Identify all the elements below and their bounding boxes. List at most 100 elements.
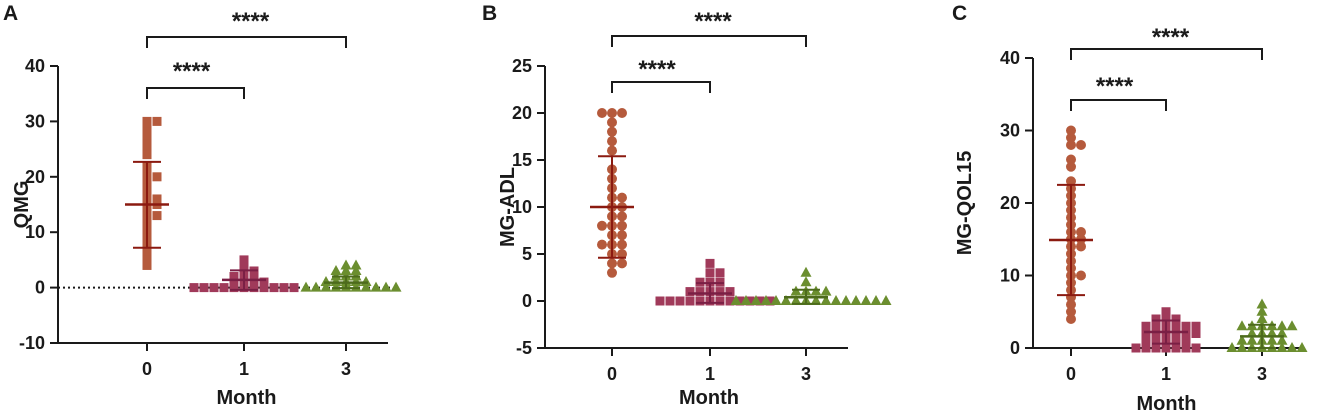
panel-a: A -10 0 10 20 30 40 0 1 3 Month QMG **** **** bbox=[3, 2, 402, 409]
series-group-month-1 bbox=[189, 255, 299, 293]
data-point bbox=[142, 116, 152, 126]
data-point bbox=[1151, 329, 1161, 338]
data-point bbox=[1076, 270, 1086, 281]
data-point bbox=[617, 192, 627, 203]
x-axis-title: Month bbox=[1137, 393, 1197, 415]
data-point bbox=[715, 287, 725, 297]
data-point bbox=[1236, 320, 1248, 331]
data-point bbox=[607, 117, 617, 128]
series-group-month-1 bbox=[655, 258, 775, 306]
data-point bbox=[1171, 314, 1181, 324]
data-point bbox=[340, 259, 352, 270]
y-tick-label: 0 bbox=[522, 291, 532, 311]
data-point bbox=[1181, 321, 1191, 331]
data-point bbox=[607, 145, 617, 156]
data-point bbox=[715, 268, 725, 278]
data-point bbox=[199, 283, 209, 293]
y-tick-label: 20 bbox=[1000, 193, 1020, 213]
y-tick-label: 30 bbox=[1000, 121, 1020, 141]
significance-bracket bbox=[611, 81, 711, 93]
series-group-month-1 bbox=[1131, 307, 1201, 353]
data-point bbox=[390, 281, 402, 292]
data-point bbox=[152, 194, 162, 204]
data-point bbox=[735, 296, 745, 306]
series-group-month-0 bbox=[1049, 125, 1093, 324]
data-point bbox=[1066, 161, 1076, 172]
data-point bbox=[617, 211, 627, 222]
data-point bbox=[1256, 298, 1268, 309]
data-point bbox=[597, 108, 607, 118]
data-point bbox=[269, 283, 279, 293]
data-point bbox=[800, 266, 812, 277]
data-point bbox=[259, 277, 269, 287]
panel-c: C 0 10 20 30 40 0 1 3 Month MG-QOL15 **** **** bbox=[952, 2, 1308, 415]
series-group-month-3 bbox=[1226, 298, 1308, 352]
data-point bbox=[1256, 305, 1268, 316]
data-point bbox=[685, 296, 695, 306]
data-point bbox=[607, 267, 617, 278]
data-point bbox=[142, 255, 152, 265]
data-point bbox=[142, 133, 152, 143]
data-point bbox=[1181, 336, 1191, 346]
data-point bbox=[750, 295, 762, 305]
significance-label: **** bbox=[1152, 24, 1190, 51]
data-point bbox=[142, 260, 152, 270]
data-point bbox=[1131, 343, 1141, 353]
data-point bbox=[1266, 334, 1278, 345]
data-point bbox=[695, 296, 705, 306]
y-tick-label: -5 bbox=[516, 338, 532, 358]
data-point bbox=[1181, 343, 1191, 353]
data-point bbox=[770, 295, 782, 305]
data-point bbox=[259, 283, 269, 293]
y-tick-label: 40 bbox=[1000, 48, 1020, 68]
data-point bbox=[239, 255, 249, 265]
x-axis-title: Month bbox=[679, 387, 739, 409]
y-tick-label: 20 bbox=[25, 167, 45, 187]
data-point bbox=[1151, 343, 1161, 353]
y-tick-label: 5 bbox=[522, 244, 532, 264]
significance-bracket bbox=[611, 35, 807, 47]
data-point bbox=[760, 295, 772, 305]
data-point bbox=[820, 285, 832, 296]
data-point bbox=[617, 220, 627, 231]
data-point bbox=[1141, 321, 1151, 331]
data-point bbox=[1076, 241, 1086, 252]
data-point bbox=[617, 108, 627, 118]
data-point bbox=[300, 281, 312, 292]
data-point bbox=[152, 172, 162, 182]
data-point bbox=[380, 281, 392, 292]
data-point bbox=[1161, 343, 1171, 353]
y-axis-title: MG-ADL bbox=[497, 167, 519, 247]
data-point bbox=[289, 283, 299, 293]
y-tick-label: -10 bbox=[19, 333, 45, 353]
y-tick-label: 40 bbox=[25, 56, 45, 76]
data-point bbox=[1236, 334, 1248, 345]
data-point bbox=[800, 276, 812, 287]
x-tick-label: 3 bbox=[801, 364, 811, 384]
panel-label: B bbox=[482, 2, 497, 25]
data-point bbox=[1276, 334, 1288, 345]
data-point bbox=[755, 296, 765, 306]
data-point bbox=[705, 268, 715, 278]
significance-label: **** bbox=[638, 56, 676, 83]
data-point bbox=[1171, 329, 1181, 338]
data-point bbox=[1276, 342, 1288, 352]
data-point bbox=[229, 283, 239, 293]
panel-label: C bbox=[952, 2, 967, 25]
data-point bbox=[229, 277, 239, 287]
data-point bbox=[870, 295, 882, 305]
significance-bracket bbox=[146, 36, 347, 48]
data-point bbox=[142, 249, 152, 259]
data-point bbox=[1181, 329, 1191, 338]
data-point bbox=[1256, 313, 1268, 323]
significance-bracket bbox=[1070, 99, 1167, 111]
x-tick-label: 3 bbox=[341, 359, 351, 379]
y-tick-label: 30 bbox=[25, 111, 45, 131]
data-point bbox=[1076, 227, 1086, 237]
data-point bbox=[597, 239, 607, 250]
data-point bbox=[850, 295, 862, 305]
data-point bbox=[340, 264, 352, 275]
data-point bbox=[617, 239, 627, 250]
x-tick-label: 0 bbox=[142, 359, 152, 379]
y-tick-label: 25 bbox=[512, 56, 532, 76]
